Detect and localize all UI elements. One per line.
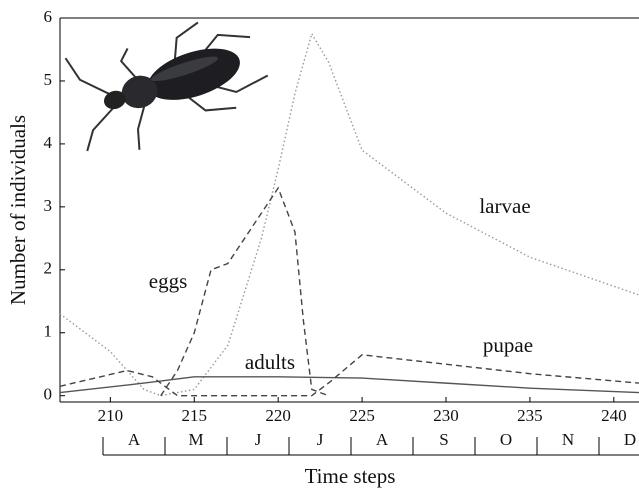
y-tick-label: 4 [44,133,53,152]
month-label: O [500,430,512,449]
y-tick-label: 2 [44,259,53,278]
x-tick-label: 235 [517,406,543,425]
x-tick-label: 230 [433,406,459,425]
x-tick-label: 225 [349,406,375,425]
y-tick-label: 0 [44,385,53,404]
month-label: A [376,430,389,449]
x-tick-label: 215 [182,406,208,425]
month-label: S [439,430,448,449]
month-label: J [317,430,324,449]
series-line [59,376,639,394]
series-label: larvae [479,194,530,218]
month-label: A [128,430,141,449]
month-label: D [624,430,636,449]
y-axis-label: Number of individuals [6,115,30,305]
x-axis-label: Time steps [305,464,396,488]
beetle-illustration [64,21,269,152]
x-tick-label: 220 [265,406,291,425]
series-label: pupae [483,333,533,357]
month-label: N [562,430,574,449]
month-label: M [188,430,203,449]
month-label: J [255,430,262,449]
series-label: adults [245,350,295,374]
y-tick-label: 3 [44,196,53,215]
series-label: eggs [149,269,188,293]
series-line [160,186,329,397]
y-tick-label: 5 [44,70,53,89]
x-tick-label: 210 [98,406,124,425]
x-tick-label: 240 [601,406,627,425]
series-line [59,354,639,397]
series-line [59,31,639,397]
y-tick-label: 1 [44,322,53,341]
y-tick-label: 6 [44,7,53,26]
